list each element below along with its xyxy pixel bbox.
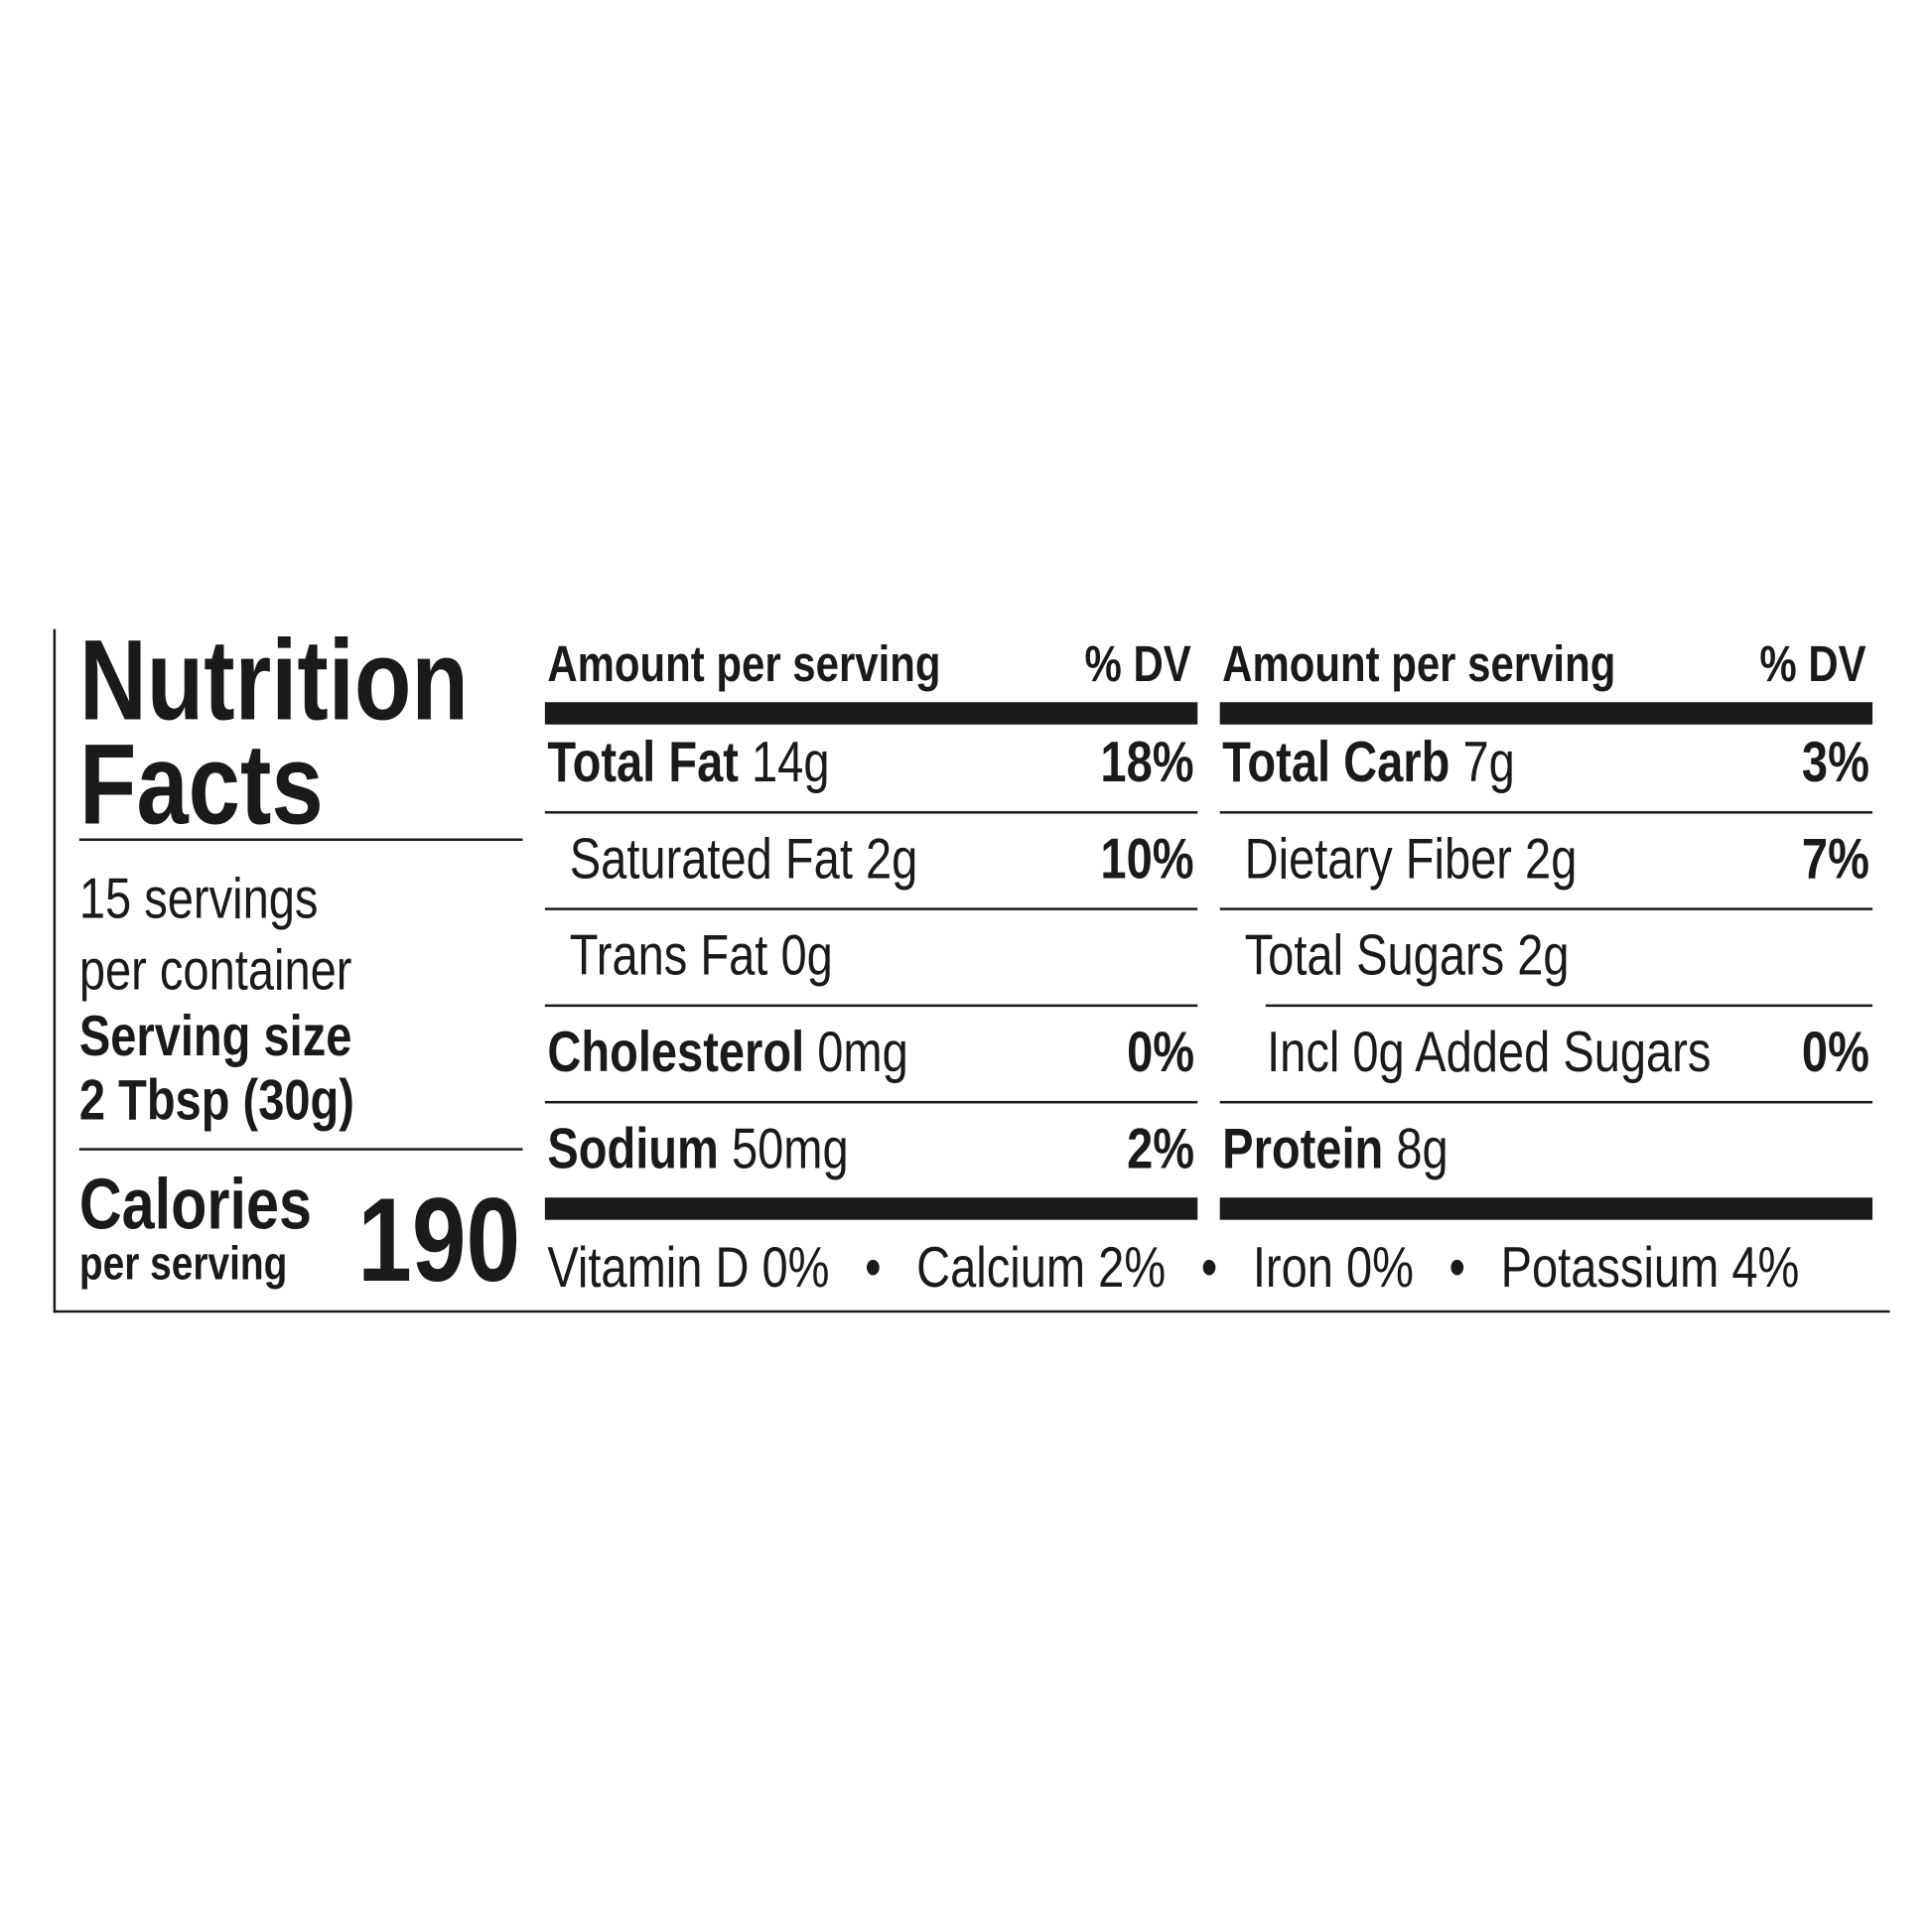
iron: Iron 0% [1252,1234,1414,1300]
nutrient-dv: 10% [545,826,1194,891]
serving-size-value: 2 Tbsp (30g) [78,1067,354,1133]
nutrient-row: Total Sugars 2g [1245,924,1641,986]
thick-bar [544,702,1198,725]
servings-per-container: 15 servings per container [79,862,412,1006]
nutrient-row: Protein 8g [1222,1117,1497,1178]
bullet: • [1449,1234,1466,1300]
nutrient-dv: 7% [1220,826,1869,891]
potassium: Potassium 4% [1500,1234,1800,1300]
header-amount-text: Amount per serving [547,634,941,693]
nutrient-dv: 0% [545,1019,1194,1084]
nutrient-name: Total Carb [1222,729,1450,794]
serving-size: Serving size 2 Tbsp (30g) [79,1003,415,1132]
title-line2: Facts [78,722,324,849]
label-left-border [53,628,57,1313]
row-divider [544,1100,1198,1104]
title-line1: Nutrition [78,618,469,745]
nutrient-amount: 0mg [817,1019,908,1084]
label-bottom-border [53,1310,1890,1313]
nutrient-dv: 18% [545,729,1194,794]
calories-value-text: 190 [357,1173,520,1308]
thick-bar [1219,702,1873,725]
header-dv: % DV [545,634,1191,694]
nutrient-name: Total Fat [547,729,739,794]
nutrient-amount: 2g [865,826,918,891]
vitamins-row: Vitamin D 0% • Calcium 2% • Iron 0% • Po… [547,1235,1932,1300]
row-divider [1219,1100,1873,1104]
header-dv: % DV [1220,634,1866,694]
nutrient-dv-text: 3% [1801,729,1869,794]
calcium: Calcium 2% [916,1234,1167,1300]
nutrient-dv: 0% [1220,1019,1869,1084]
nutrient-name: Incl 0g Added Sugars [1267,1019,1712,1084]
nutrient-amount: 7g [1462,729,1515,794]
nutrient-row: Saturated Fat 2g [570,827,994,889]
calories-label: Calories [78,1164,363,1245]
nutrient-name: Trans Fat [569,922,768,988]
nutrient-row: Trans Fat 0g [570,924,891,986]
servings-line1: 15 servings [78,865,319,930]
bullet: • [1200,1234,1218,1300]
nutrient-amount: 2g [1517,922,1570,988]
bullet: • [865,1234,882,1300]
nutrient-name: Cholesterol [547,1019,805,1084]
nutrient-amount: 0g [780,922,833,988]
nutrient-dv-text: 0% [1801,1019,1869,1084]
vitamin-d: Vitamin D 0% [547,1234,830,1300]
row-divider [544,811,1198,814]
row-divider [544,1004,1198,1008]
nutrient-amount: 8g [1396,1115,1449,1180]
row-divider [1219,811,1873,814]
serving-size-label: Serving size [78,1003,352,1068]
nutrient-dv-text: 2% [1126,1115,1194,1180]
calories-sub: per serving [79,1238,334,1290]
nutrient-name: Dietary Fiber [1244,826,1512,891]
nutrient-name: Sodium [547,1115,719,1180]
calories-sub-text: per serving [78,1238,288,1291]
nutrient-name: Protein [1222,1115,1384,1180]
nutrient-row: Cholesterol 0mg [547,1021,987,1082]
nutrient-name: Saturated Fat [569,826,853,891]
nutrient-amount: 50mg [731,1115,849,1180]
nutrient-dv: 2% [545,1115,1194,1180]
row-divider [1219,907,1873,910]
nutrient-amount: 14g [751,729,830,794]
header-dv-text: % DV [1759,634,1866,693]
row-divider [1265,1004,1873,1008]
header-amount: Amount per serving [1222,634,1702,694]
row-divider [544,907,1198,910]
nutrient-dv-text: 10% [1100,826,1194,891]
nutrient-dv-text: 0% [1126,1019,1194,1084]
nutrient-name: Total Sugars [1244,922,1505,988]
header-dv-text: % DV [1084,634,1191,693]
nutrient-dv-text: 7% [1801,826,1869,891]
nutrient-row: Total Carb 7g [1222,731,1579,792]
divider [78,838,523,841]
nutrient-row: Incl 0g Added Sugars [1267,1021,1809,1082]
nutrient-row: Sodium 50mg [547,1117,914,1178]
thick-bar [1219,1197,1873,1220]
servings-line2: per container [78,937,352,1003]
nutrient-dv: 3% [1220,729,1869,794]
thick-bar [544,1197,1198,1220]
nutrient-row: Total Fat 14g [547,731,892,792]
title: Nutrition Facts [78,618,554,849]
nutrient-dv-text: 18% [1100,729,1194,794]
calories-label-text: Calories [78,1164,312,1245]
divider [78,1148,523,1151]
header-amount-text: Amount per serving [1222,634,1616,693]
header-amount: Amount per serving [547,634,1027,694]
nutrient-amount: 2g [1525,826,1578,891]
nutrient-row: Dietary Fiber 2g [1245,827,1650,889]
calories-value: 190 [322,1173,520,1308]
